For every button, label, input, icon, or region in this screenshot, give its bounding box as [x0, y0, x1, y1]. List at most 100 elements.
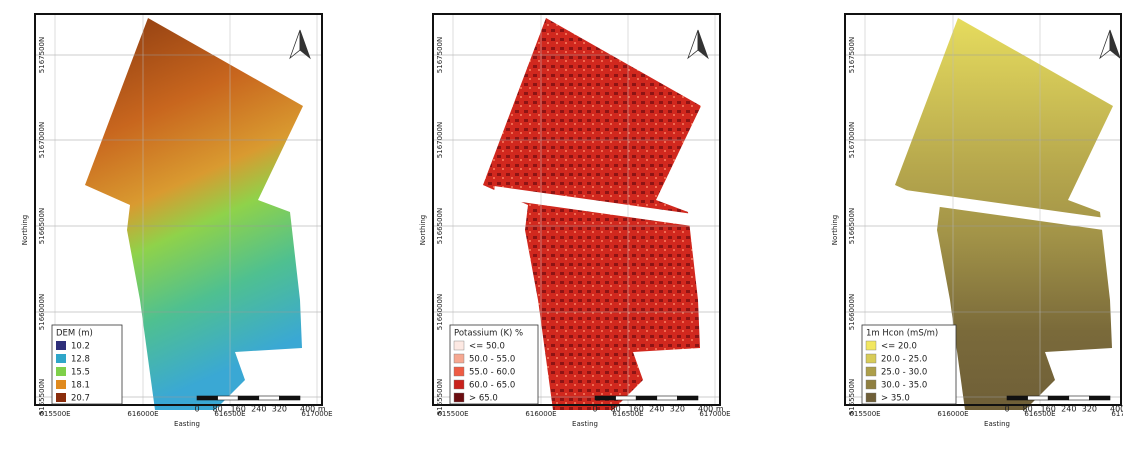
- scale-bar-label: 80: [1023, 405, 1033, 414]
- scale-bar-segment: [1007, 396, 1028, 400]
- scale-bar-label: 0: [592, 405, 597, 414]
- scale-bar-segment: [616, 396, 637, 400]
- scale-bar-label: 0: [1004, 405, 1009, 414]
- legend: Potassium (K) %<= 50.050.0 - 55.055.0 - …: [450, 325, 538, 404]
- northing-tick-label: 5166000N: [436, 294, 444, 330]
- scale-bar-segment: [197, 396, 218, 400]
- legend-title: Potassium (K) %: [454, 329, 523, 339]
- scale-bar-label: 320: [1082, 405, 1097, 414]
- easting-tick-label: 616000E: [127, 410, 158, 418]
- legend-label: <= 20.0: [881, 342, 917, 352]
- map-panel: 5167500N5167000N5166500N5166000N5165500N…: [831, 14, 1123, 428]
- legend-swatch: [454, 354, 464, 363]
- legend-swatch: [56, 380, 66, 389]
- northing-tick-label: 5167000N: [436, 122, 444, 158]
- scale-bar-label: 400 m: [300, 405, 326, 414]
- northing-tick-label: 5166000N: [848, 294, 856, 330]
- scale-bar-label: 80: [213, 405, 223, 414]
- north-arrow: [300, 30, 310, 58]
- northing-tick-label: 5166500N: [38, 208, 46, 244]
- north-arrow: [698, 30, 708, 58]
- legend-label: 15.5: [71, 368, 90, 378]
- scale-bar-segment: [1069, 396, 1090, 400]
- northing-tick-label: 5167000N: [38, 122, 46, 158]
- scale-bar-label: 240: [649, 405, 664, 414]
- easting-label: Easting: [572, 420, 598, 428]
- north-arrow: [1110, 30, 1120, 58]
- scale-bar-label: 320: [670, 405, 685, 414]
- legend-label: 18.1: [71, 381, 90, 391]
- northing-label: Northing: [831, 215, 839, 245]
- easting-tick-label: 616000E: [525, 410, 556, 418]
- legend-swatch: [56, 393, 66, 402]
- northing-label: Northing: [21, 215, 29, 245]
- scale-bar-label: 80: [611, 405, 621, 414]
- scale-bar-label: 240: [251, 405, 266, 414]
- scale-bar-segment: [657, 396, 678, 400]
- legend-label: 12.8: [71, 355, 90, 365]
- legend-swatch: [866, 393, 876, 402]
- legend: 1m Hcon (mS/m)<= 20.020.0 - 25.025.0 - 3…: [862, 325, 956, 404]
- legend-swatch: [454, 341, 464, 350]
- north-arrow: [1100, 30, 1110, 58]
- legend-swatch: [866, 354, 876, 363]
- legend-swatch: [866, 380, 876, 389]
- easting-tick-label: 615500E: [849, 410, 880, 418]
- scale-bar-segment: [259, 396, 280, 400]
- legend-label: 60.0 - 65.0: [469, 381, 515, 391]
- easting-tick-label: 615500E: [437, 410, 468, 418]
- legend-label: 20.0 - 25.0: [881, 355, 927, 365]
- legend-title: DEM (m): [56, 329, 93, 339]
- northing-tick-label: 5166000N: [38, 294, 46, 330]
- map-panel: 5167500N5167000N5166500N5166000N5165500N…: [419, 14, 731, 428]
- legend-swatch: [56, 367, 66, 376]
- north-arrow: [290, 30, 300, 58]
- scale-bar-segment: [595, 396, 616, 400]
- legend-label: > 65.0: [469, 394, 498, 404]
- northing-tick-label: 5167000N: [848, 122, 856, 158]
- scale-bar-label: 400 m: [698, 405, 724, 414]
- scale-bar-label: 160: [231, 405, 246, 414]
- legend-label: > 35.0: [881, 394, 910, 404]
- scale-bar-segment: [1048, 396, 1069, 400]
- scale-bar-label: 160: [1041, 405, 1056, 414]
- northing-tick-label: 5167500N: [38, 37, 46, 73]
- easting-label: Easting: [984, 420, 1010, 428]
- legend-swatch: [866, 341, 876, 350]
- north-arrow: [688, 30, 698, 58]
- northing-tick-label: 5167500N: [848, 37, 856, 73]
- legend-swatch: [56, 341, 66, 350]
- scale-bar-label: 0: [194, 405, 199, 414]
- scale-bar-segment: [636, 396, 657, 400]
- scale-bar-label: 320: [272, 405, 287, 414]
- legend-swatch: [454, 367, 464, 376]
- scale-bar-segment: [279, 396, 300, 400]
- easting-label: Easting: [174, 420, 200, 428]
- legend-label: 20.7: [71, 394, 90, 404]
- legend-swatch: [454, 393, 464, 402]
- legend-label: 10.2: [71, 342, 90, 352]
- northing-label: Northing: [419, 215, 427, 245]
- scale-bar-label: 160: [629, 405, 644, 414]
- easting-tick-label: 616000E: [937, 410, 968, 418]
- northing-tick-label: 5166500N: [848, 208, 856, 244]
- legend: DEM (m) 10.2 12.8 15.5 18.1 20.7: [52, 325, 122, 404]
- scale-bar-segment: [238, 396, 259, 400]
- map-panel: 5167500N5167000N5166500N5166000N5165500N…: [21, 14, 333, 428]
- scale-bar-segment: [1028, 396, 1049, 400]
- scale-bar-label: 400 m: [1110, 405, 1123, 414]
- legend-swatch: [866, 367, 876, 376]
- legend-label: <= 50.0: [469, 342, 505, 352]
- scale-bar-segment: [677, 396, 698, 400]
- scale-bar-segment: [1089, 396, 1110, 400]
- legend-swatch: [56, 354, 66, 363]
- scale-bar-segment: [218, 396, 239, 400]
- easting-tick-label: 615500E: [39, 410, 70, 418]
- legend-swatch: [454, 380, 464, 389]
- map-figure: 5167500N5167000N5166500N5166000N5165500N…: [0, 0, 1123, 459]
- legend-title: 1m Hcon (mS/m): [866, 329, 938, 339]
- northing-tick-label: 5167500N: [436, 37, 444, 73]
- northing-tick-label: 5166500N: [436, 208, 444, 244]
- scale-bar-label: 240: [1061, 405, 1076, 414]
- legend-label: 30.0 - 35.0: [881, 381, 927, 391]
